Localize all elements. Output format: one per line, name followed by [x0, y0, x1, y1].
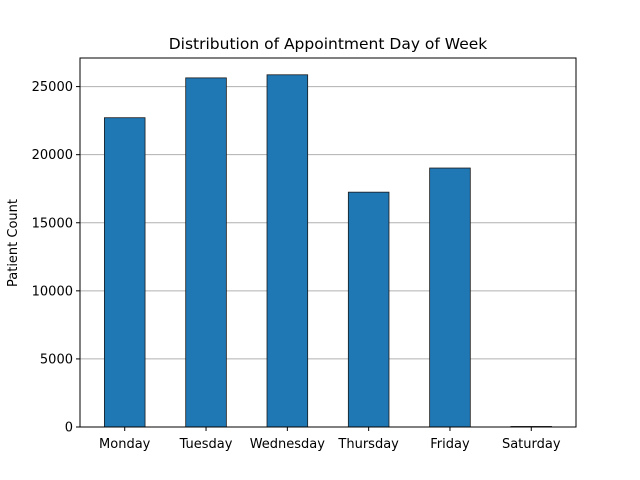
y-tick-label: 0 — [65, 421, 73, 436]
x-tick-label: Tuesday — [179, 437, 233, 452]
x-tick-label: Friday — [430, 437, 470, 452]
x-tick-label: Monday — [99, 437, 151, 452]
y-tick-label: 15000 — [32, 216, 73, 231]
bar-tuesday — [185, 77, 227, 428]
chart-title: Distribution of Appointment Day of Week — [169, 35, 488, 53]
y-tick-label: 25000 — [32, 80, 73, 95]
x-axis: Monday Tuesday Wednesday Thursday Friday Satu… — [99, 427, 561, 452]
x-tick-label: Wednesday — [250, 437, 326, 452]
y-axis-label: Patient Count — [6, 199, 21, 287]
bar-thursday — [347, 191, 390, 428]
x-tick-label: Thursday — [337, 437, 399, 452]
y-tick-label: 5000 — [40, 352, 73, 367]
x-tick-label: Saturday — [502, 437, 561, 452]
grid-lines — [80, 86, 576, 428]
bar-wednesday — [266, 74, 309, 428]
y-tick-label: 10000 — [32, 284, 73, 299]
y-axis: 0 5000 10000 15000 20000 25000 — [32, 80, 80, 436]
plot-frame — [79, 57, 577, 428]
bar-friday — [429, 167, 471, 428]
bar-monday — [103, 117, 146, 428]
bars — [103, 74, 553, 428]
y-tick-label: 20000 — [32, 148, 73, 163]
